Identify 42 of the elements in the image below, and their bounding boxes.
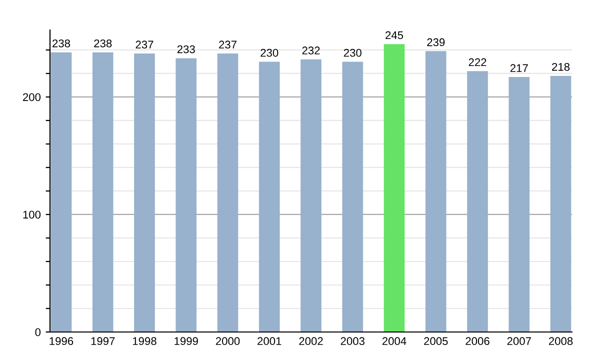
x-tick-label: 1998 — [132, 337, 156, 346]
x-tick-label: 2000 — [216, 337, 240, 346]
x-tick-label: 2003 — [340, 337, 364, 346]
data-label: 245 — [386, 31, 404, 40]
bar — [508, 77, 530, 332]
bar — [217, 54, 238, 332]
data-label: 230 — [344, 48, 362, 57]
bar — [134, 54, 155, 332]
data-label: 218 — [552, 62, 570, 71]
bar — [550, 76, 572, 332]
bar — [258, 62, 280, 332]
bar — [176, 58, 197, 332]
data-label: 237 — [219, 40, 236, 49]
x-tick-label: 2008 — [548, 337, 573, 346]
y-tick-label: 200 — [22, 93, 41, 102]
x-tick-label: 2002 — [299, 337, 323, 346]
bar — [384, 44, 405, 332]
data-label: 232 — [302, 46, 320, 54]
x-tick-label: 1997 — [91, 337, 115, 346]
x-tick-label: 1999 — [174, 337, 198, 346]
x-tick-label: 2004 — [382, 337, 406, 346]
bar — [467, 71, 488, 332]
data-label: 238 — [94, 39, 112, 48]
bar — [300, 59, 322, 332]
x-tick-label: 2007 — [507, 337, 531, 346]
x-tick-label: 2006 — [466, 337, 490, 346]
bar — [50, 52, 72, 332]
x-tick-label: 2005 — [424, 337, 448, 346]
bar — [342, 62, 364, 332]
data-label: 230 — [260, 48, 278, 57]
bar — [425, 51, 446, 332]
data-label: 237 — [136, 40, 154, 49]
data-label: 217 — [510, 64, 528, 72]
x-tick-label: 2001 — [258, 337, 282, 346]
y-tick-label: 0 — [35, 328, 41, 336]
y-tick-label: 100 — [23, 210, 41, 219]
data-label: 233 — [177, 45, 195, 54]
data-label: 222 — [468, 58, 486, 66]
bar — [92, 52, 114, 332]
data-label: 238 — [52, 39, 70, 48]
x-tick-label: 1996 — [50, 337, 74, 346]
data-label: 239 — [427, 38, 445, 46]
